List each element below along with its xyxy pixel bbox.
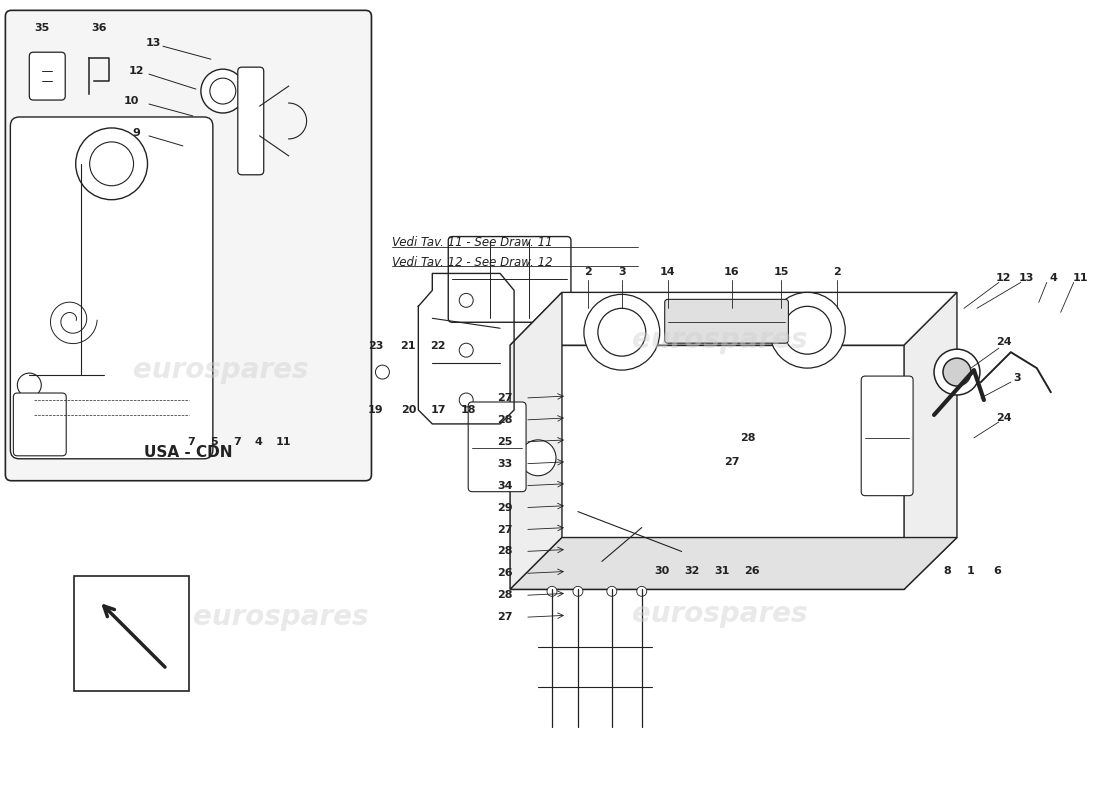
FancyBboxPatch shape [664, 299, 789, 343]
Text: Vedi Tav. 11 - See Draw. 11: Vedi Tav. 11 - See Draw. 11 [393, 236, 553, 249]
FancyBboxPatch shape [861, 376, 913, 496]
Text: 7: 7 [233, 437, 241, 447]
Circle shape [598, 308, 646, 356]
Text: 9: 9 [132, 128, 140, 138]
Text: 30: 30 [654, 566, 669, 577]
Text: 32: 32 [684, 566, 700, 577]
Polygon shape [510, 538, 957, 590]
Text: 13: 13 [1019, 274, 1034, 283]
Text: eurospares: eurospares [631, 600, 807, 628]
Text: 16: 16 [724, 267, 739, 278]
Text: 4: 4 [255, 437, 263, 447]
Text: 31: 31 [714, 566, 729, 577]
Circle shape [375, 365, 389, 379]
Text: 18: 18 [461, 405, 476, 415]
FancyBboxPatch shape [469, 402, 526, 492]
Text: 8: 8 [943, 566, 950, 577]
Text: 27: 27 [724, 457, 739, 466]
Polygon shape [510, 345, 904, 590]
Circle shape [584, 294, 660, 370]
Circle shape [607, 586, 617, 596]
Text: Vedi Tav. 12 - See Draw. 12: Vedi Tav. 12 - See Draw. 12 [393, 256, 553, 269]
Circle shape [210, 78, 235, 104]
Text: 14: 14 [660, 267, 675, 278]
Circle shape [459, 343, 473, 357]
Circle shape [201, 69, 245, 113]
Text: 24: 24 [996, 338, 1012, 347]
Circle shape [573, 586, 583, 596]
Text: 7: 7 [187, 437, 195, 447]
Text: 15: 15 [773, 267, 789, 278]
Circle shape [783, 306, 832, 354]
Text: 28: 28 [497, 546, 513, 557]
Text: 5: 5 [210, 437, 218, 447]
Text: 10: 10 [123, 96, 139, 106]
FancyBboxPatch shape [10, 117, 213, 458]
Text: 27: 27 [497, 612, 513, 622]
Text: 35: 35 [35, 23, 50, 34]
FancyBboxPatch shape [6, 10, 372, 481]
Circle shape [459, 294, 473, 307]
Circle shape [459, 393, 473, 407]
Text: 36: 36 [91, 23, 107, 34]
FancyBboxPatch shape [238, 67, 264, 174]
Text: 28: 28 [497, 415, 513, 425]
Circle shape [520, 440, 556, 476]
Text: 3: 3 [618, 267, 626, 278]
FancyBboxPatch shape [30, 52, 65, 100]
Text: 34: 34 [497, 481, 513, 490]
Text: 11: 11 [276, 437, 292, 447]
Text: eurospares: eurospares [192, 603, 368, 631]
Polygon shape [904, 292, 957, 590]
Text: USA - CDN: USA - CDN [144, 446, 233, 460]
FancyBboxPatch shape [449, 237, 571, 322]
Text: 3: 3 [1013, 373, 1021, 383]
Circle shape [769, 292, 845, 368]
Text: 12: 12 [997, 274, 1012, 283]
Text: 1: 1 [967, 566, 975, 577]
Circle shape [547, 586, 557, 596]
Text: 4: 4 [1049, 274, 1058, 283]
Circle shape [76, 128, 147, 200]
Text: eurospares: eurospares [133, 356, 309, 384]
Text: 24: 24 [996, 413, 1012, 423]
Polygon shape [510, 292, 562, 590]
Text: 26: 26 [497, 568, 513, 578]
Text: 23: 23 [367, 341, 383, 351]
Polygon shape [510, 292, 957, 345]
Circle shape [934, 349, 980, 395]
Text: 13: 13 [145, 38, 161, 48]
Text: 19: 19 [367, 405, 383, 415]
Text: 27: 27 [497, 393, 513, 403]
Text: 22: 22 [430, 341, 446, 351]
Text: 26: 26 [744, 566, 759, 577]
Polygon shape [74, 576, 189, 691]
FancyBboxPatch shape [13, 393, 66, 456]
Text: 33: 33 [497, 458, 513, 469]
Circle shape [90, 142, 133, 186]
Text: 25: 25 [497, 437, 513, 447]
Text: 28: 28 [739, 433, 756, 443]
Circle shape [943, 358, 971, 386]
Text: 2: 2 [834, 267, 842, 278]
Text: eurospares: eurospares [631, 326, 807, 354]
Text: 28: 28 [497, 590, 513, 600]
Text: 11: 11 [1072, 274, 1088, 283]
Text: 17: 17 [430, 405, 446, 415]
Text: 27: 27 [497, 525, 513, 534]
Text: 6: 6 [993, 566, 1001, 577]
Circle shape [18, 373, 42, 397]
Circle shape [637, 586, 647, 596]
Text: 29: 29 [497, 502, 513, 513]
Text: 20: 20 [400, 405, 416, 415]
Text: 2: 2 [584, 267, 592, 278]
Text: 21: 21 [400, 341, 416, 351]
Text: 12: 12 [129, 66, 144, 76]
